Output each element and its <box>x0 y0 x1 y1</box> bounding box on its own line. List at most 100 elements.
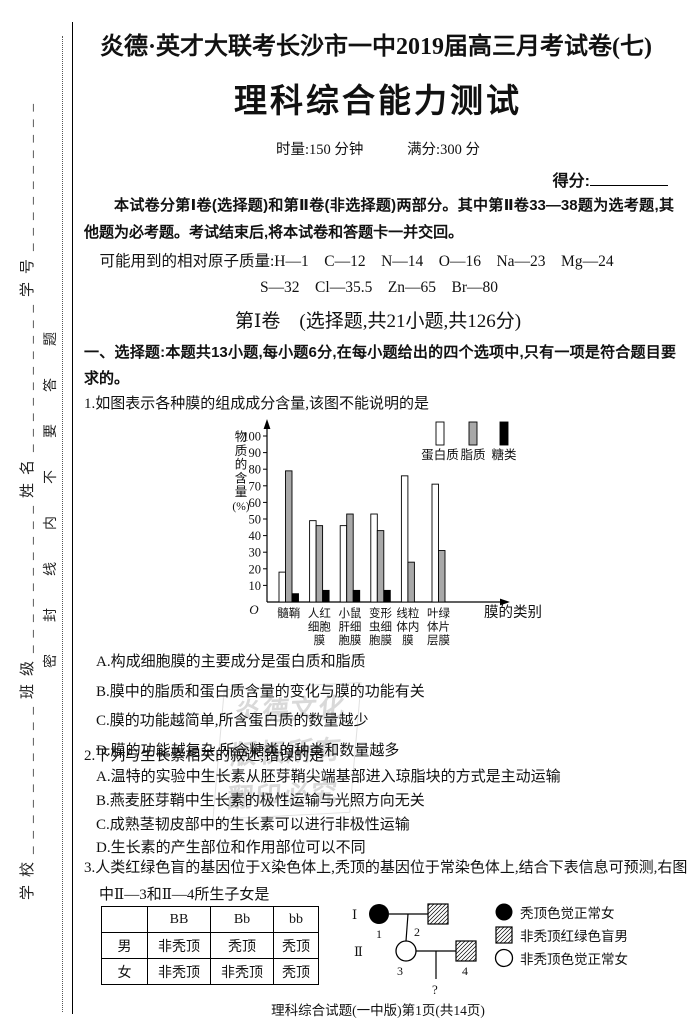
table-cell: 非秃顶 <box>147 932 211 959</box>
bar <box>309 520 317 603</box>
section1-heading: 第Ⅰ卷 (选择题,共21小题,共126分) <box>234 311 522 332</box>
y-axis-title: 质 <box>235 444 248 458</box>
y-tick-label: 40 <box>249 529 262 543</box>
bar <box>376 530 385 603</box>
individual-number: 1 <box>376 927 382 941</box>
pedigree-i2-hatched-square <box>427 903 449 925</box>
question1-options: A.构成细胞膜的主要成分是蛋白质和脂质 B.膜中的脂质和蛋白质含量的变化与膜的功… <box>96 648 425 766</box>
pedigree-diagram: Ⅰ 1 2 Ⅱ 3 4 ? <box>352 903 477 997</box>
bar <box>322 589 330 603</box>
x-category-label: 线粒 <box>396 606 419 620</box>
atomic-mass-line2: S—32 Cl—35.5 Zn—65 Br—80 <box>259 279 499 296</box>
option-d: D.生长素的产生部位和作用部位可以不同 <box>96 840 366 857</box>
x-category-label: 变形 <box>369 606 392 620</box>
y-tick-label: 100 <box>242 430 261 444</box>
legend-item: 非秃顶色觉正常女 <box>494 948 628 968</box>
legend-swatch <box>468 421 478 446</box>
x-category-label: 细胞 <box>308 620 331 634</box>
legend-swatch <box>435 421 445 446</box>
x-category-label: 胞膜 <box>369 633 392 647</box>
table-row: 女 非秃顶 非秃顶 秃顶 <box>101 958 319 985</box>
individual-number: 4 <box>462 964 468 978</box>
individual-number: 2 <box>414 925 420 939</box>
bar <box>400 475 409 603</box>
empty-circle-icon <box>494 948 514 968</box>
table-cell: 秃顶 <box>210 932 274 959</box>
x-category-label: 胞膜 <box>338 633 361 647</box>
x-category-label: 体片 <box>427 620 450 634</box>
table-cell: 秃顶 <box>273 958 319 985</box>
option-c: C.成熟茎韧皮部中的生长素可以进行非极性运输 <box>96 816 410 833</box>
y-tick-label: 80 <box>249 463 262 477</box>
filled-circle-icon <box>495 903 513 921</box>
table-cell: 非秃顶 <box>147 958 211 985</box>
table-row: 男 非秃顶 秃顶 秃顶 <box>101 932 319 959</box>
row-label: 女 <box>101 958 148 985</box>
option-c: C.膜的功能越简单,所含蛋白质的数量越少 <box>96 713 369 730</box>
individual-number: 3 <box>397 964 403 978</box>
bar <box>383 589 391 603</box>
section1-instruction: 一、选择题:本题共13小题,每小题6分,在每小题给出的四个选项中,只有一项是符合… <box>84 344 676 387</box>
table-header-cell: bb <box>273 906 319 933</box>
bar <box>285 470 293 603</box>
legend-label: 糖类 <box>491 447 517 462</box>
pedigree-i1-filled-circle <box>369 904 389 924</box>
row-label: 男 <box>101 932 148 959</box>
baldness-genotype-table: BB Bb bb 男 非秃顶 秃顶 秃顶 女 非秃顶 非秃顶 秃顶 <box>101 906 319 985</box>
page-footer: 理科综合试题(一中版)第1页(共14页) <box>271 1003 485 1018</box>
y-tick-label: 60 <box>249 496 262 510</box>
student-info-fields: 学校__________班级__________姓名__________学号__… <box>20 95 36 900</box>
y-tick-label: 90 <box>249 446 262 460</box>
table-cell: 非秃顶 <box>210 958 274 985</box>
bar <box>339 525 348 603</box>
bar <box>315 525 324 603</box>
atomic-mass-line1: 可能用到的相对原子质量:H—1 C—12 N—14 O—16 Na—23 Mg—… <box>99 253 614 270</box>
bar <box>370 513 378 603</box>
y-axis-title: 的 <box>235 457 248 472</box>
table-cell: 秃顶 <box>273 932 319 959</box>
y-tick-label: 30 <box>249 546 262 560</box>
pedigree-ii4-hatched-square <box>455 940 477 962</box>
pedigree-legend: 秃顶色觉正常女 非秃顶红绿色盲男 非秃顶色觉正常女 <box>494 902 628 971</box>
score-line: 得分: <box>84 167 668 191</box>
generation-2-label: Ⅱ <box>354 944 363 959</box>
x-category-label: 体内 <box>396 620 419 634</box>
seal-line-warning: 密封线内不要答题 <box>44 300 59 668</box>
bar <box>431 483 439 603</box>
question3-stem: 3.人类红绿色盲的基因位于X染色体上,秃顶的基因位于常染色体上,结合下表信息可预… <box>84 860 688 903</box>
x-axis-arrow <box>500 598 510 606</box>
origin-label: O <box>249 602 259 617</box>
legend-item: 非秃顶红绿色盲男 <box>494 925 628 945</box>
x-category-label: 叶绿 <box>427 606 450 620</box>
table-header-cell: BB <box>147 906 211 933</box>
table-header-row: BB Bb bb <box>101 906 319 933</box>
x-category-label: 层膜 <box>427 634 450 647</box>
bar <box>291 593 299 603</box>
option-a: A.温特的实验中生长素从胚芽鞘尖端基部进入琼脂块的方式是主动运输 <box>96 769 561 785</box>
descent-line <box>405 913 409 942</box>
option-b: B.燕麦胚芽鞘中生长素的极性运输与光照方向无关 <box>96 792 425 809</box>
bar <box>346 513 354 603</box>
score-label: 得分: <box>552 173 590 190</box>
page-title: 理科综合能力测试 <box>234 82 522 119</box>
score-blank-underline <box>590 170 668 186</box>
x-axis-title: 膜的类别 <box>484 604 542 621</box>
y-tick-label: 10 <box>249 579 262 593</box>
margin-rule-line <box>72 22 73 1014</box>
x-category-label: 小鼠 <box>338 606 361 620</box>
question2-options: A.温特的实验中生长素从胚芽鞘尖端基部进入琼脂块的方式是主动运输 B.燕麦胚芽鞘… <box>96 766 561 861</box>
y-axis-title: 物 <box>235 430 248 444</box>
bar <box>352 589 361 603</box>
option-b: B.膜中的脂质和蛋白质含量的变化与膜的功能有关 <box>96 683 425 700</box>
membrane-composition-bar-chart: 10 20 30 40 50 60 70 80 90 100 O 物质的含量 (%) 膜的类别 蛋白质 脂质糖… <box>232 419 542 647</box>
legend-label: 蛋白质 <box>421 447 459 462</box>
exam-duration: 时量:150 分钟 <box>276 142 364 158</box>
y-axis-arrow <box>263 419 271 429</box>
y-tick-label: 50 <box>249 513 262 527</box>
x-category-label: 膜 <box>314 634 326 647</box>
seal-dotted-line <box>62 36 63 1012</box>
x-category-label: 人红 <box>308 607 331 620</box>
y-axis-title: 量 <box>235 485 248 499</box>
bar <box>407 561 415 603</box>
